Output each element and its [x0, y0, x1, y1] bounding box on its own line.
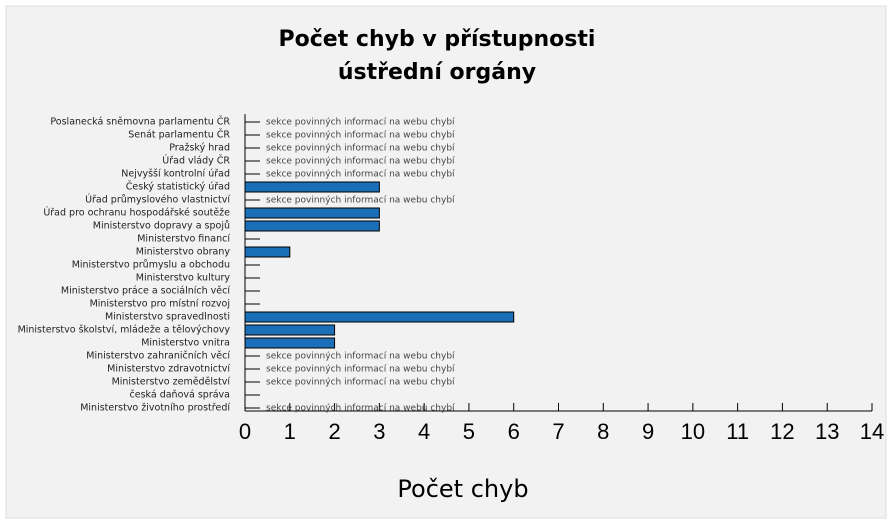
annotation: sekce povinných informací na webu chybí — [266, 170, 455, 180]
x-tick-label: 7 — [552, 419, 564, 444]
y-tick-label: Ministerstvo práce a sociálních věcí — [61, 286, 230, 297]
y-tick-label: Poslanecká sněmovna parlamentu ČR — [50, 116, 230, 128]
y-tick-label: Ministerstvo spravedlnosti — [105, 312, 230, 323]
bar — [244, 337, 336, 349]
bar — [244, 246, 291, 258]
y-tick-label: Ministerstvo vnitra — [141, 338, 230, 349]
x-tick-label: 11 — [726, 419, 749, 444]
bar — [244, 324, 336, 336]
y-tick-label: Nejvyšší kontrolní úřad — [121, 169, 230, 180]
x-tick-label: 5 — [463, 419, 475, 444]
x-tick-label: 13 — [815, 419, 839, 444]
y-tick-label: Ministerstvo obrany — [136, 247, 231, 258]
y-tick-label: Pražský hrad — [169, 143, 230, 154]
y-tick-label: Ministerstvo školství, mládeže a tělovýc… — [18, 325, 231, 336]
annotation: sekce povinných informací na webu chybí — [266, 157, 455, 167]
x-tick-label: 6 — [508, 419, 520, 444]
x-tick-label: 9 — [642, 419, 654, 444]
annotation: sekce povinných informací na webu chybí — [266, 144, 455, 154]
y-tick-label: Český statistický úřad — [126, 181, 230, 193]
x-tick-label: 4 — [418, 419, 430, 444]
y-tick-label: Ministerstvo průmyslu a obchodu — [72, 260, 230, 271]
bar — [244, 220, 380, 232]
x-tick-label: 1 — [284, 419, 296, 444]
y-tick-label: Úřad vlády ČR — [162, 155, 230, 167]
y-tick-label: Senát parlamentu ČR — [128, 129, 230, 141]
x-tick-label: 0 — [239, 419, 251, 444]
y-tick-label: Úřad pro ochranu hospodářské soutěže — [43, 207, 230, 219]
bar — [244, 207, 380, 219]
annotation: sekce povinných informací na webu chybí — [266, 352, 455, 362]
y-tick-label: Ministerstvo zemědělství — [112, 377, 231, 388]
x-tick-label: 14 — [860, 419, 884, 444]
bar — [244, 311, 515, 323]
y-tick-label: Úřad průmyslového vlastnictví — [85, 194, 230, 206]
annotation: sekce povinných informací na webu chybí — [266, 131, 455, 141]
chart-title: Počet chyb v přístupnosti — [279, 27, 596, 52]
y-tick-label: Ministerstvo pro místní rozvoj — [90, 299, 230, 310]
x-tick-label: 3 — [373, 419, 385, 444]
y-tick-label: Ministerstvo dopravy a spojů — [93, 221, 230, 232]
annotation: sekce povinných informací na webu chybí — [266, 118, 455, 128]
annotation: sekce povinných informací na webu chybí — [266, 196, 455, 206]
background — [5, 5, 887, 519]
x-tick-label: 2 — [328, 419, 340, 444]
x-axis-label: Počet chyb — [397, 475, 528, 503]
y-tick-label: Ministerstvo zdravotnictví — [107, 364, 230, 375]
annotation: sekce povinných informací na webu chybí — [266, 378, 455, 388]
x-tick-label: 10 — [681, 419, 705, 444]
x-tick-label: 8 — [597, 419, 609, 444]
chart-subtitle: ústřední orgány — [338, 60, 536, 85]
y-tick-label: Ministerstvo financí — [137, 234, 230, 245]
annotation: sekce povinných informací na webu chybí — [266, 404, 455, 414]
x-tick-label: 12 — [770, 419, 794, 444]
y-tick-label: česká daňová správa — [130, 390, 231, 401]
bar — [244, 181, 380, 193]
annotation: sekce povinných informací na webu chybí — [266, 365, 455, 375]
y-tick-label: Ministerstvo kultury — [136, 273, 231, 284]
y-tick-label: Ministerstvo životního prostředí — [80, 403, 230, 414]
y-tick-label: Ministerstvo zahraničních věcí — [86, 351, 230, 362]
